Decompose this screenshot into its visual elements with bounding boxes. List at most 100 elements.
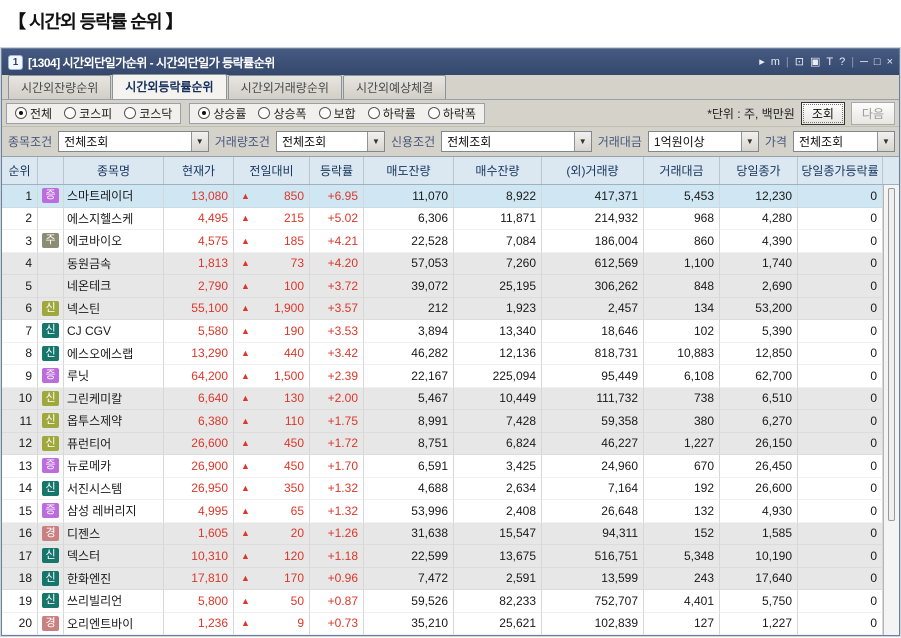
column-header-10[interactable]: 거래대금	[644, 157, 720, 184]
table-row[interactable]: 15 증 삼성 레버리지 4,995 ▲ 65 +1.32 53,996 2,408 26,648…	[2, 500, 883, 523]
cell-trade-value: 670	[644, 455, 720, 478]
table-row[interactable]: 14 신 서진시스템 26,950 ▲ 350 +1.32 4,688 2,634 7,164 19…	[2, 477, 883, 500]
radio-option-0-0[interactable]: 전체	[15, 105, 52, 122]
next-button[interactable]: 다음	[850, 101, 895, 125]
cell-stock-name[interactable]: 스마트레이더	[64, 185, 164, 208]
minimize-icon[interactable]: ─	[860, 56, 868, 68]
cell-stock-name[interactable]: 에스오에스랩	[64, 342, 164, 365]
filter-select-5[interactable]: 전체조회 ▼	[792, 131, 895, 152]
cell-stock-name[interactable]: 한화엔진	[64, 567, 164, 590]
stock-type-badge: 증	[42, 188, 59, 204]
cell-volume: 18,646	[542, 320, 644, 343]
table-row[interactable]: 3 주 에코바이오 4,575 ▲ 185 +4.21 22,528 7,084 186,004 8…	[2, 230, 883, 253]
font-icon[interactable]: T	[826, 56, 834, 68]
filter-select-1[interactable]: 전체조회 ▼	[58, 131, 209, 152]
table-row[interactable]: 17 신 덱스터 10,310 ▲ 120 +1.18 22,599 13,675 516,751…	[2, 545, 883, 568]
table-row[interactable]: 7 신 CJ CGV 5,580 ▲ 190 +3.53 3,894 13,340 18,646 1…	[2, 320, 883, 343]
table-row[interactable]: 12 신 퓨런티어 26,600 ▲ 450 +1.72 8,751 6,824 46,227 1,…	[2, 432, 883, 455]
radio-option-1-0[interactable]: 상승률	[198, 105, 246, 122]
column-header-9[interactable]: (외)거래량	[542, 157, 644, 184]
cell-stock-name[interactable]: 그린케미칼	[64, 387, 164, 410]
cell-stock-name[interactable]: 디젠스	[64, 522, 164, 545]
cell-stock-name[interactable]: 서진시스템	[64, 477, 164, 500]
table-row[interactable]: 6 신 넥스틴 55,100 ▲ 1,900 +3.57 212 1,923 2,457 134 53…	[2, 297, 883, 320]
filter-select-3[interactable]: 전체조회 ▼	[441, 131, 592, 152]
cell-bid-volume: 7,428	[454, 410, 542, 433]
scrollbar-thumb[interactable]	[888, 188, 895, 521]
chevron-down-icon[interactable]: ▼	[366, 132, 384, 151]
table-row[interactable]: 8 신 에스오에스랩 13,290 ▲ 440 +3.42 46,282 12,136 818,7…	[2, 342, 883, 365]
cell-stock-name[interactable]: 동원금속	[64, 252, 164, 275]
chevron-down-icon[interactable]: ▼	[573, 132, 591, 151]
radio-option-0-2[interactable]: 코스닥	[124, 105, 172, 122]
cell-stock-name[interactable]: 에코바이오	[64, 230, 164, 253]
inquire-button[interactable]: 조회	[800, 101, 845, 125]
cell-stock-name[interactable]: 덱스터	[64, 545, 164, 568]
table-row[interactable]: 10 신 그린케미칼 6,640 ▲ 130 +2.00 5,467 10,449 111,732…	[2, 387, 883, 410]
play-icon[interactable]: ▸	[759, 56, 765, 68]
cell-stock-name[interactable]: 쓰리빌리언	[64, 590, 164, 613]
radio-option-1-4[interactable]: 하락폭	[427, 105, 476, 122]
table-row[interactable]: 19 신 쓰리빌리언 5,800 ▲ 50 +0.87 59,526 82,233 752,707…	[2, 590, 883, 613]
column-header-1[interactable]: 순위	[2, 157, 38, 184]
cell-bid-volume: 2,591	[454, 567, 542, 590]
restore-icon[interactable]: ⊡	[794, 56, 804, 68]
cell-stock-name[interactable]: 네온테크	[64, 275, 164, 298]
column-header-11[interactable]: 당일종가	[720, 157, 798, 184]
tab-3[interactable]: 시간외거래량순위	[227, 75, 342, 99]
cell-stock-name[interactable]: 퓨런티어	[64, 432, 164, 455]
chevron-down-icon[interactable]: ▼	[740, 132, 758, 151]
column-header-7[interactable]: 매도잔량	[364, 157, 454, 184]
column-header-6[interactable]: 등락률	[310, 157, 364, 184]
vertical-scrollbar[interactable]	[883, 185, 899, 635]
table-row[interactable]: 5 네온테크 2,790 ▲ 100 +3.72 39,072 25,195 306,262 84…	[2, 275, 883, 298]
cell-stock-name[interactable]: 루닛	[64, 365, 164, 388]
tab-4[interactable]: 시간외예상체결	[342, 75, 447, 99]
tab-2[interactable]: 시간외등락률순위	[112, 74, 227, 99]
table-row[interactable]: 1 증 스마트레이더 13,080 ▲ 850 +6.95 11,070 8,922 417,37…	[2, 185, 883, 208]
chevron-down-icon[interactable]: ▼	[190, 132, 208, 151]
help-icon[interactable]: ?	[839, 56, 846, 68]
radio-option-1-2[interactable]: 보합	[318, 105, 356, 122]
chevron-down-icon[interactable]: ▼	[877, 132, 894, 151]
table-row[interactable]: 20 경 오리엔트바이 1,236 ▲ 9 +0.73 35,210 25,621 102,839…	[2, 612, 883, 635]
filter-select-value: 전체조회	[281, 135, 327, 149]
cell-stock-name[interactable]: 에스지헬스케	[64, 207, 164, 230]
table-row[interactable]: 18 신 한화엔진 17,810 ▲ 170 +0.96 7,472 2,591 13,599 24…	[2, 567, 883, 590]
cell-stock-name[interactable]: CJ CGV	[64, 320, 164, 343]
cell-stock-name[interactable]: 옵투스제약	[64, 410, 164, 433]
m-icon[interactable]: m	[770, 56, 780, 68]
radio-option-0-1[interactable]: 코스피	[64, 105, 112, 122]
cell-change: ▲ 170	[234, 567, 310, 590]
table-row[interactable]: 4 동원금속 1,813 ▲ 73 +4.20 57,053 7,260 612,569 1,10…	[2, 252, 883, 275]
column-header-5[interactable]: 전일대비	[234, 157, 310, 184]
radio-label: 하락률	[382, 106, 416, 121]
cell-rate: +0.87	[310, 590, 364, 613]
cell-rank: 6	[2, 297, 38, 320]
cell-stock-name[interactable]: 넥스틴	[64, 297, 164, 320]
cell-volume: 111,732	[542, 387, 644, 410]
cascade-icon[interactable]: ▣	[809, 56, 821, 68]
cell-stock-name[interactable]: 뉴로메카	[64, 455, 164, 478]
radio-option-1-3[interactable]: 하락률	[367, 105, 416, 122]
column-header-3[interactable]: 종목명	[64, 157, 164, 184]
column-header-8[interactable]: 매수잔량	[454, 157, 542, 184]
table-row[interactable]: 9 증 루닛 64,200 ▲ 1,500 +2.39 22,167 225,094 95,449…	[2, 365, 883, 388]
tab-1[interactable]: 시간외잔량순위	[8, 75, 112, 99]
table-header: 순위 종목명 현재가 전일대비 등락률 매도잔량 매수잔량 (외)거래량 거래대금 당일종가 당일종…	[2, 157, 899, 185]
titlebar[interactable]: 1 [1304] 시간외단일가순위 - 시간외단일가 등락률순위 ▸ m | ⊡ ▣ T?…	[2, 49, 899, 75]
maximize-icon[interactable]: □	[873, 56, 881, 68]
filter-select-2[interactable]: 전체조회 ▼	[275, 131, 385, 152]
column-header-4[interactable]: 현재가	[164, 157, 234, 184]
close-icon[interactable]: ×	[886, 56, 893, 68]
cell-stock-name[interactable]: 삼성 레버리지	[64, 500, 164, 523]
table-row[interactable]: 2 에스지헬스케 4,495 ▲ 215 +5.02 6,306 11,871 214,932 9…	[2, 207, 883, 230]
column-header-12[interactable]: 당일종가등락률	[798, 157, 883, 184]
radio-option-1-1[interactable]: 상승폭	[258, 105, 307, 122]
cell-stock-name[interactable]: 오리엔트바이	[64, 612, 164, 635]
table-row[interactable]: 13 증 뉴로메카 26,900 ▲ 450 +1.70 6,591 3,425 24,960 67…	[2, 455, 883, 478]
table-row[interactable]: 11 신 옵투스제약 6,380 ▲ 110 +1.75 8,991 7,428 59,358 38…	[2, 410, 883, 433]
column-header-2[interactable]	[38, 157, 64, 184]
filter-select-4[interactable]: 1억원이상 ▼	[647, 131, 759, 152]
table-row[interactable]: 16 경 디젠스 1,605 ▲ 20 +1.26 31,638 15,547 94,311 152…	[2, 522, 883, 545]
